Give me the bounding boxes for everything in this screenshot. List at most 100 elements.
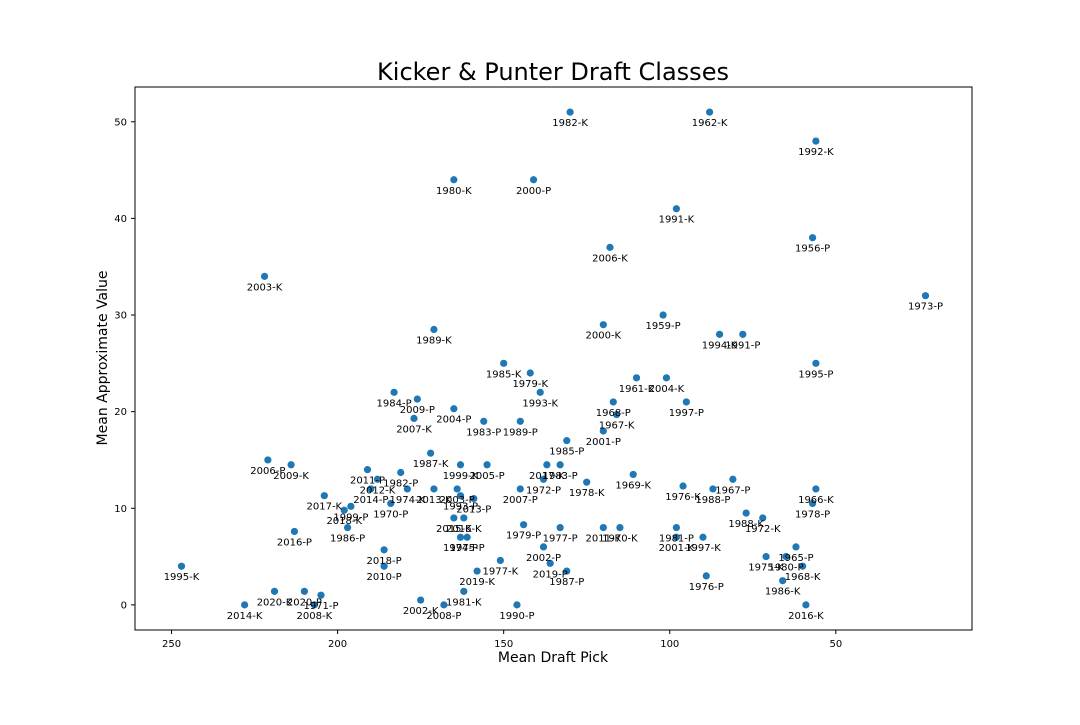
y-tick-label: 50 (114, 117, 127, 128)
data-label: 1979-P (506, 531, 541, 542)
data-point (742, 509, 750, 517)
data-point (812, 359, 820, 367)
data-label: 1993-P (443, 502, 478, 513)
data-point (599, 321, 607, 329)
data-label: 2016-P (277, 537, 312, 548)
data-label: 2007-K (396, 424, 432, 435)
data-label: 1989-P (503, 427, 538, 438)
data-point (500, 359, 508, 367)
data-label: 1994-K (702, 340, 738, 351)
data-label: 2010-P (367, 572, 402, 583)
data-point (606, 243, 614, 251)
y-tick-label: 0 (121, 600, 127, 611)
data-point (812, 137, 820, 145)
y-axis-label: Mean Approximate Value (95, 271, 111, 446)
data-point (483, 461, 491, 469)
data-point (264, 456, 272, 464)
data-point (347, 502, 355, 510)
axis-ticks: 250 200 150 100 50 0 10 20 30 40 50 (114, 117, 842, 650)
data-point (287, 461, 295, 469)
data-point (802, 601, 810, 609)
data-label: 1967-P (715, 485, 750, 496)
data-label: 2011-P (350, 476, 385, 487)
data-point (672, 523, 680, 532)
data-label: 1983-P (543, 471, 578, 482)
data-point (430, 485, 438, 493)
data-label: 2006-P (250, 466, 285, 477)
data-label: 1999-P (333, 512, 368, 523)
data-label: 1997-P (669, 408, 704, 419)
data-point (520, 521, 528, 529)
data-points (177, 108, 930, 609)
data-label: 1990-P (499, 611, 534, 622)
data-point (609, 398, 617, 406)
data-point (473, 567, 481, 575)
data-label: 1981-P (659, 534, 694, 545)
data-point (792, 543, 800, 551)
data-label: 1978-K (569, 488, 605, 499)
data-point (340, 506, 348, 514)
data-point (662, 374, 671, 382)
data-point (659, 311, 667, 319)
data-point (241, 601, 249, 609)
y-tick-label: 40 (114, 214, 127, 225)
data-point (779, 577, 787, 585)
data-label: 2000-P (516, 186, 551, 197)
data-point (808, 234, 817, 242)
data-point (616, 523, 624, 532)
data-point (290, 527, 299, 536)
data-label: 1974-K (390, 495, 426, 506)
data-label: 1976-P (689, 582, 724, 593)
data-label: 2006-K (592, 253, 628, 264)
data-label: 1965-P (778, 553, 813, 564)
data-point (300, 587, 308, 595)
data-point (403, 485, 411, 493)
data-point (496, 556, 504, 565)
chart-title: Kicker & Punter Draft Classes (377, 58, 729, 86)
data-point (556, 523, 564, 532)
data-label: 1969-K (615, 480, 651, 491)
data-label: 1971-P (303, 601, 338, 612)
data-label: 1976-K (665, 492, 701, 503)
data-point (583, 478, 591, 486)
x-tick-label: 100 (660, 639, 679, 650)
data-point (480, 417, 488, 425)
data-point (450, 405, 458, 413)
data-point (450, 514, 458, 522)
data-point (599, 523, 607, 532)
data-label: 1959-P (646, 321, 681, 332)
data-label: 1993-K (522, 398, 558, 409)
data-label: 1987-P (549, 577, 584, 588)
data-point (380, 562, 388, 570)
data-point (702, 572, 710, 580)
data-label: 1979-K (512, 379, 548, 390)
data-point (706, 108, 714, 116)
data-label: 1983-P (466, 427, 501, 438)
data-label: 2014-K (227, 611, 263, 622)
data-point (516, 417, 524, 425)
data-point (556, 461, 564, 469)
data-point (450, 176, 458, 184)
data-point (563, 567, 571, 575)
data-point (536, 388, 544, 396)
data-label: 2008-K (297, 611, 333, 622)
data-label: 1968-P (596, 408, 631, 419)
plot-frame (134, 86, 973, 631)
data-point (599, 427, 607, 435)
data-point (679, 482, 687, 490)
data-point (410, 414, 418, 423)
data-point (782, 552, 790, 561)
data-point (729, 475, 737, 483)
data-point (397, 468, 405, 477)
data-point (456, 492, 465, 500)
data-label: 1999-K (443, 471, 479, 482)
data-point (629, 470, 637, 479)
data-point (463, 533, 471, 541)
data-point (563, 437, 571, 445)
data-label: 1968-K (785, 572, 821, 583)
data-point (456, 533, 465, 541)
data-point (363, 466, 372, 474)
data-point (699, 533, 707, 541)
data-label: 1982-P (383, 479, 418, 490)
